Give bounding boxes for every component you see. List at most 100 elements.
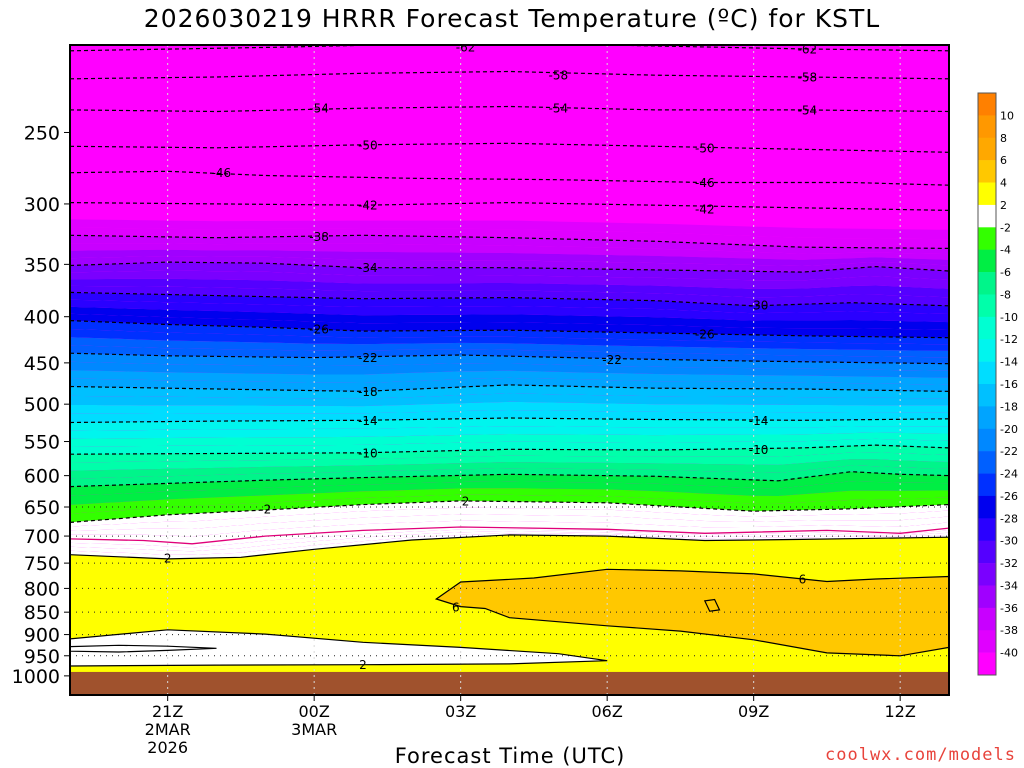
field-band-7-3	[70, 256, 949, 273]
isotherm-label-17: -26	[309, 323, 329, 337]
field-band-1-1	[70, 50, 949, 66]
plot-frame	[69, 44, 950, 696]
colorbar-label-8: -6	[1000, 266, 1011, 279]
y-tick-label-8: 600	[24, 466, 60, 488]
colorbar-swatch-26	[978, 652, 996, 676]
field-band-2-2	[70, 89, 949, 104]
colorbar-label-10: -10	[1000, 311, 1018, 324]
colorbar-label-9: -8	[1000, 288, 1011, 301]
colorbar-swatch-7	[978, 227, 996, 250]
field-band-10-3	[70, 345, 949, 364]
field-band-15-3	[70, 494, 949, 523]
field-band-7-1	[70, 243, 949, 260]
colorbar-label-19: -28	[1000, 512, 1018, 525]
colorbar-swatch-2	[978, 115, 996, 139]
x-tick-label-4-1: 06Z	[592, 702, 623, 721]
isotherm-line-15	[70, 471, 949, 488]
isotherm-label-23: -14	[749, 414, 769, 428]
isotherm-label-22: -14	[358, 414, 378, 428]
isotherm-label-30: 6	[452, 601, 460, 615]
colorbar-label-13: -16	[1000, 378, 1018, 391]
isotherm-label-14: -38	[309, 230, 329, 244]
isotherm-label-1: -62	[456, 40, 476, 54]
chart-title: 2026030219 HRRR Forecast Temperature (ºC…	[143, 4, 881, 33]
field-band-9-2	[70, 306, 949, 330]
colorbar-label-1: 10	[1000, 109, 1014, 122]
y-tick-label-14: 900	[24, 625, 60, 647]
colorbar-label-15: -20	[1000, 423, 1018, 436]
isotherm-label-28: 2	[164, 551, 172, 565]
y-tick-label-9: 650	[24, 497, 60, 519]
colorbar-label-3: 6	[1000, 154, 1007, 167]
field-band-4-3	[70, 165, 949, 186]
field-band-6-1	[70, 211, 949, 230]
colorbar-swatch-17	[978, 451, 996, 474]
x-tick-label-3-1: 03Z	[445, 702, 476, 721]
colorbar-label-22: -34	[1000, 579, 1018, 592]
colorbar-label-21: -32	[1000, 557, 1018, 570]
y-tick-label-3: 350	[24, 254, 60, 276]
colorbar-swatch-3	[978, 137, 996, 161]
field-band-11-1	[70, 361, 949, 378]
colorbar-swatch-25	[978, 630, 996, 653]
field-band-2-1	[70, 80, 949, 96]
grid-group	[70, 45, 949, 695]
colorbar-swatch-16	[978, 428, 996, 452]
field-band-11-2	[70, 370, 949, 385]
colorbar-label-14: -18	[1000, 400, 1018, 413]
colorbar-label-24: -38	[1000, 624, 1018, 637]
y-tick-label-5: 450	[24, 353, 60, 375]
field-near-zero-layer-1	[70, 629, 608, 666]
isotherm-line-16	[70, 500, 949, 523]
y-tick-label-15: 950	[24, 646, 60, 668]
isotherm-label-25: -10	[749, 443, 769, 457]
isotherm-label-2: -62	[798, 42, 818, 56]
colorbar-label-12: -14	[1000, 356, 1018, 369]
isotherm-line-21	[434, 568, 949, 657]
field-band-9-1	[70, 299, 949, 323]
x-tick-label-1-3: 2026	[147, 738, 188, 757]
field-band-13-2	[70, 432, 949, 447]
y-tick-label-2: 300	[24, 194, 60, 216]
colorbar-swatch-19	[978, 495, 996, 519]
field-band-15-1	[70, 481, 949, 505]
x-tick-label-2-1: 00Z	[299, 702, 330, 721]
y-tick-label-11: 750	[24, 553, 60, 575]
isotherm-line-9	[70, 291, 949, 307]
isotherm-label-3: -58	[549, 69, 569, 83]
colorbar-swatch-23	[978, 585, 996, 609]
isotherm-label-16: -30	[749, 298, 769, 312]
x-tick-label-6-1: 12Z	[885, 702, 916, 721]
isotherm-label-11: -46	[695, 176, 715, 190]
isotherm-label-19: -22	[358, 351, 378, 365]
colorbar-swatch-6	[978, 204, 996, 228]
field-band-15-2	[70, 488, 949, 514]
colorbar-label-18: -26	[1000, 490, 1018, 503]
field-band-15-0	[70, 471, 949, 496]
site-credit-link[interactable]: coolwx.com/models	[825, 745, 1016, 765]
field-band-1-2	[70, 57, 949, 72]
isotherm-label-27: 2	[462, 494, 470, 508]
colorbar-swatch-8	[978, 249, 996, 273]
isotherm-line-17	[70, 526, 949, 545]
isotherm-label-29: 2	[359, 658, 367, 672]
x-axis-title: Forecast Time (UTC)	[394, 744, 626, 768]
field-band-17-2	[70, 531, 949, 555]
colorbar-frame	[977, 92, 997, 676]
colorbar-label-2: 8	[1000, 132, 1007, 145]
field-band-17-0	[70, 527, 949, 548]
field-band-12-1	[70, 393, 949, 407]
y-tick-label-12: 800	[24, 578, 60, 600]
isotherm-label-4: -58	[798, 70, 818, 84]
x-tick-label-1-2: 2MAR	[145, 720, 191, 739]
colorbar-swatch-15	[978, 406, 996, 430]
y-tick-label-13: 850	[24, 602, 60, 624]
colorbar-label-5: 2	[1000, 199, 1007, 212]
isotherm-label-15: -34	[358, 261, 378, 275]
field-band-2-3	[70, 98, 949, 112]
field-band-5-3	[70, 195, 949, 211]
y-tick-label-10: 700	[24, 526, 60, 548]
field-band-9-3	[70, 313, 949, 338]
field-band-14-3	[70, 465, 949, 487]
